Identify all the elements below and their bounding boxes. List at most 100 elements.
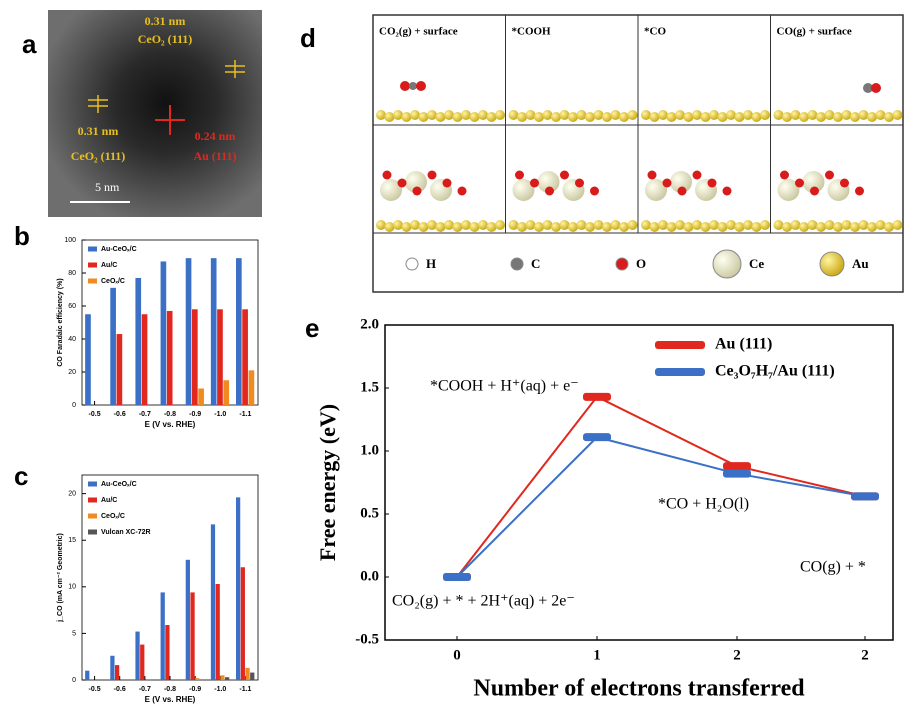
au-atom (602, 222, 612, 232)
panel-label: b (14, 221, 30, 251)
au-atom (509, 220, 519, 230)
o-atom (590, 187, 599, 196)
annotation: *COOH + H⁺(aq) + e⁻ (430, 378, 579, 395)
au-atom (619, 222, 629, 232)
au-atom (876, 110, 886, 120)
au-atom (842, 220, 852, 230)
au-atom (478, 220, 488, 230)
legend-label: Vulcan XC-72R (101, 529, 151, 536)
au-atom (543, 220, 553, 230)
au-atom (427, 110, 437, 120)
x-tick-label: 0 (453, 647, 461, 663)
bar (140, 645, 144, 680)
x-axis-label: E (V vs. RHE) (145, 420, 196, 429)
x-tick-label: -1.0 (214, 686, 226, 693)
x-axis-label: E (V vs. RHE) (145, 695, 196, 704)
au-atom (628, 110, 638, 120)
energy-level (583, 393, 611, 401)
o-atom (383, 171, 392, 180)
o-atom (545, 187, 554, 196)
au-atom (752, 222, 762, 232)
au-atom (419, 112, 429, 122)
au-atom (726, 220, 736, 230)
state-label: CO(g) + surface (777, 26, 852, 38)
bar (110, 288, 116, 405)
au-atom (774, 220, 784, 230)
legend-label: CeOₓ/C (101, 513, 125, 520)
bar (135, 278, 141, 405)
legend-swatch (88, 530, 97, 535)
annotation: CeO₂ (111) (71, 149, 126, 163)
au-atom (735, 222, 745, 232)
au-atom (376, 220, 386, 230)
au-atom (594, 220, 604, 230)
legend-swatch (88, 263, 97, 268)
legend-label: Au/C (101, 497, 117, 504)
au-atom (410, 110, 420, 120)
bar (192, 309, 198, 405)
annotation: 0.24 nm (195, 129, 236, 143)
annotation: CeO₂ (111) (138, 32, 193, 46)
o-atom (871, 83, 881, 93)
au-atom (850, 112, 860, 122)
au-atom (478, 110, 488, 120)
state-label: *COOH (512, 26, 552, 38)
o-atom (663, 179, 672, 188)
au-atom (859, 220, 869, 230)
au-atom (551, 112, 561, 122)
au-atom (658, 110, 668, 120)
bar (110, 656, 114, 680)
bar (117, 334, 123, 405)
y-tick-label: 20 (68, 490, 76, 497)
legend-label: C (531, 256, 540, 271)
x-tick-label: -0.5 (89, 411, 101, 418)
bar (236, 258, 242, 405)
x-tick-label: -0.7 (139, 686, 151, 693)
x-tick-label: -0.5 (89, 686, 101, 693)
legend-swatch (88, 482, 97, 487)
legend-swatch (88, 514, 97, 519)
o-atom (398, 179, 407, 188)
o-atom (855, 187, 864, 196)
bar (186, 560, 190, 680)
au-atom (495, 220, 505, 230)
o-atom (648, 171, 657, 180)
au-atom (402, 222, 412, 232)
au-atom (709, 110, 719, 120)
au-atom (585, 222, 595, 232)
legend-label: Ce (749, 256, 764, 271)
au-atom (470, 112, 480, 122)
bar (250, 673, 254, 680)
au-atom (743, 220, 753, 230)
au-atom (628, 220, 638, 230)
bar (223, 380, 229, 405)
y-axis-label: CO Faradaic efficiency (%) (57, 278, 64, 366)
x-tick-label: -0.6 (114, 686, 126, 693)
annotation: Au (111) (193, 149, 236, 163)
o-atom (780, 171, 789, 180)
y-axis-label: j_CO (mA cm⁻² Geometric) (57, 533, 64, 623)
x-tick-label: -0.6 (114, 411, 126, 418)
au-atom (594, 110, 604, 120)
au-atom (487, 222, 497, 232)
o-atom (443, 179, 452, 188)
y-tick-label: 0.0 (360, 568, 379, 584)
y-tick-label: 2.0 (360, 316, 379, 332)
o-atom (840, 179, 849, 188)
o-atom (428, 171, 437, 180)
au-atom (876, 220, 886, 230)
au-atom (470, 222, 480, 232)
au-atom (444, 220, 454, 230)
o-atom (560, 171, 569, 180)
bar (115, 665, 119, 680)
x-tick-label: -0.8 (164, 686, 176, 693)
legend-swatch (88, 279, 97, 284)
au-atom (577, 220, 587, 230)
au-atom (760, 110, 770, 120)
y-tick-label: 15 (68, 537, 76, 544)
legend-label: Au/C (101, 262, 117, 269)
o-atom (708, 179, 717, 188)
bar (195, 678, 199, 680)
au-atom (453, 222, 463, 232)
bar (167, 311, 173, 405)
